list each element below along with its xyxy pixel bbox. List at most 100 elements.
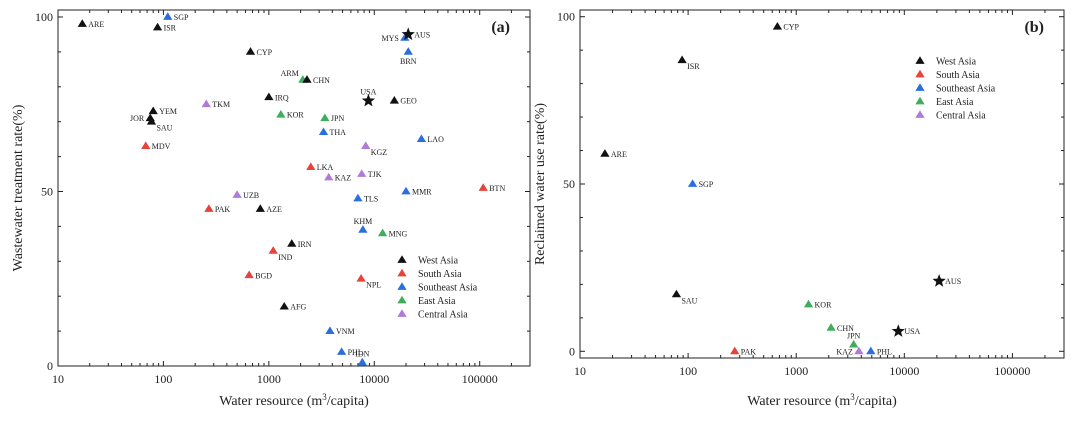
legend-label: South Asia	[418, 269, 462, 280]
legend-item-southeast-asia: Southeast Asia	[397, 282, 478, 294]
data-point-tkm: TKM	[201, 99, 230, 109]
triangle-marker	[353, 193, 363, 202]
triangle-marker	[276, 109, 286, 118]
panel-b-xtick-label: 10	[574, 364, 586, 378]
point-label: KOR	[815, 300, 833, 309]
data-point-jpn: JPN	[847, 332, 861, 348]
data-point-aze: AZE	[255, 204, 282, 214]
triangle-marker	[318, 127, 329, 136]
triangle-marker	[730, 346, 740, 355]
panel-b-x-axis-title-sup: 3	[850, 392, 855, 402]
legend-marker	[397, 309, 407, 317]
triangle-marker	[163, 12, 173, 20]
point-label: AFG	[290, 303, 306, 312]
data-point-npl: NPL	[356, 274, 381, 290]
triangle-marker	[416, 134, 427, 143]
point-label: AZE	[266, 205, 282, 214]
point-label: BTN	[489, 184, 505, 193]
triangle-marker	[866, 346, 876, 355]
point-label: CHN	[313, 76, 330, 85]
legend-label: West Asia	[418, 256, 459, 267]
data-point-tls: TLS	[353, 193, 378, 203]
point-label: IRQ	[275, 93, 289, 102]
triangle-marker	[320, 113, 330, 122]
data-point-idn: IDN	[355, 350, 370, 366]
triangle-marker	[306, 162, 316, 170]
point-label: KGZ	[371, 148, 388, 157]
legend-marker	[397, 282, 407, 290]
panel-b-xtick-label: 100000	[994, 364, 1030, 378]
triangle-marker	[148, 106, 158, 115]
data-point-kaz: KAZ	[324, 172, 352, 183]
triangle-marker	[279, 301, 289, 310]
data-point-irq: IRQ	[264, 92, 289, 102]
data-point-phl: PHL	[336, 347, 363, 357]
point-label: ARM	[281, 69, 299, 78]
triangle-marker	[264, 92, 274, 101]
data-point-mdv: MDV	[141, 141, 171, 151]
legend-marker	[397, 268, 407, 277]
triangle-marker	[146, 116, 157, 125]
triangle-marker	[152, 22, 163, 31]
triangle-marker	[287, 239, 297, 247]
data-point-usa: USA	[360, 88, 377, 107]
point-label: IDN	[355, 350, 369, 359]
legend-marker	[915, 56, 925, 64]
legend-label: South Asia	[936, 70, 980, 81]
point-label: SAU	[681, 296, 697, 305]
triangle-marker	[336, 347, 347, 355]
legend-item-south-asia: South Asia	[915, 69, 980, 81]
panel-a-xtick-label: 10	[52, 372, 64, 386]
data-point-tjk: TJK	[357, 169, 382, 179]
legend-label: Central Asia	[936, 111, 986, 122]
data-point-khm: KHM	[354, 217, 373, 233]
point-label: GEO	[400, 97, 417, 106]
panel-a-x-axis-title-tail: /capita)	[327, 394, 369, 409]
data-point-sau: SAU	[671, 289, 698, 305]
point-label: USA	[904, 327, 920, 336]
legend-label: Southeast Asia	[936, 84, 996, 95]
data-point-bgd: BGD	[244, 270, 272, 280]
point-label: SGP	[699, 180, 714, 189]
point-label: UZB	[243, 191, 259, 200]
point-label: SGP	[174, 13, 189, 22]
legend-marker	[915, 83, 925, 91]
point-label: TKM	[212, 100, 230, 109]
point-label: TJK	[368, 170, 382, 179]
panel-a-ytick-label: 0	[47, 359, 53, 373]
point-label: NPL	[366, 281, 381, 290]
data-point-yem: YEM	[148, 106, 177, 116]
point-label: MMR	[412, 187, 432, 196]
panel-a-xtick-label: 100	[154, 372, 172, 386]
data-point-tha: THA	[318, 127, 346, 137]
panel-a-y-axis-title: Wastewater treatment rate(%)	[11, 104, 26, 271]
triangle-marker	[255, 204, 265, 212]
triangle-marker	[245, 47, 256, 55]
legend-item-west-asia: West Asia	[915, 56, 977, 68]
triangle-marker	[324, 172, 334, 181]
data-point-pak: PAK	[204, 204, 230, 214]
panel-a-x-axis-title-sup: 3	[322, 392, 327, 402]
data-point-lka: LKA	[306, 162, 333, 172]
point-label: BRN	[400, 57, 417, 66]
data-point-sgp: SGP	[163, 12, 189, 22]
triangle-marker	[600, 149, 610, 157]
triangle-marker	[803, 299, 814, 308]
panel-a-ytick-label: 100	[35, 10, 53, 24]
star-marker	[932, 274, 946, 287]
data-point-isr: ISR	[677, 55, 700, 71]
point-label: KHM	[354, 217, 373, 226]
panel-a-xtick-label: 10000	[359, 372, 389, 386]
panel-b-xtick-label: 100	[679, 364, 697, 378]
point-label: PAK	[741, 347, 756, 356]
data-point-cyp: CYP	[772, 22, 800, 32]
legend-marker	[915, 96, 925, 105]
point-label: IRN	[298, 240, 312, 249]
legend-item-east-asia: East Asia	[397, 295, 456, 307]
data-point-afg: AFG	[279, 301, 306, 312]
data-point-sgp: SGP	[687, 179, 714, 189]
data-point-arm: ARM	[281, 69, 308, 83]
point-label: KAZ	[335, 174, 352, 183]
panel-b-x-axis-title-tail: /capita)	[855, 394, 897, 409]
panel-a-x-axis-title: Water resource (m3/capita)	[219, 392, 369, 409]
